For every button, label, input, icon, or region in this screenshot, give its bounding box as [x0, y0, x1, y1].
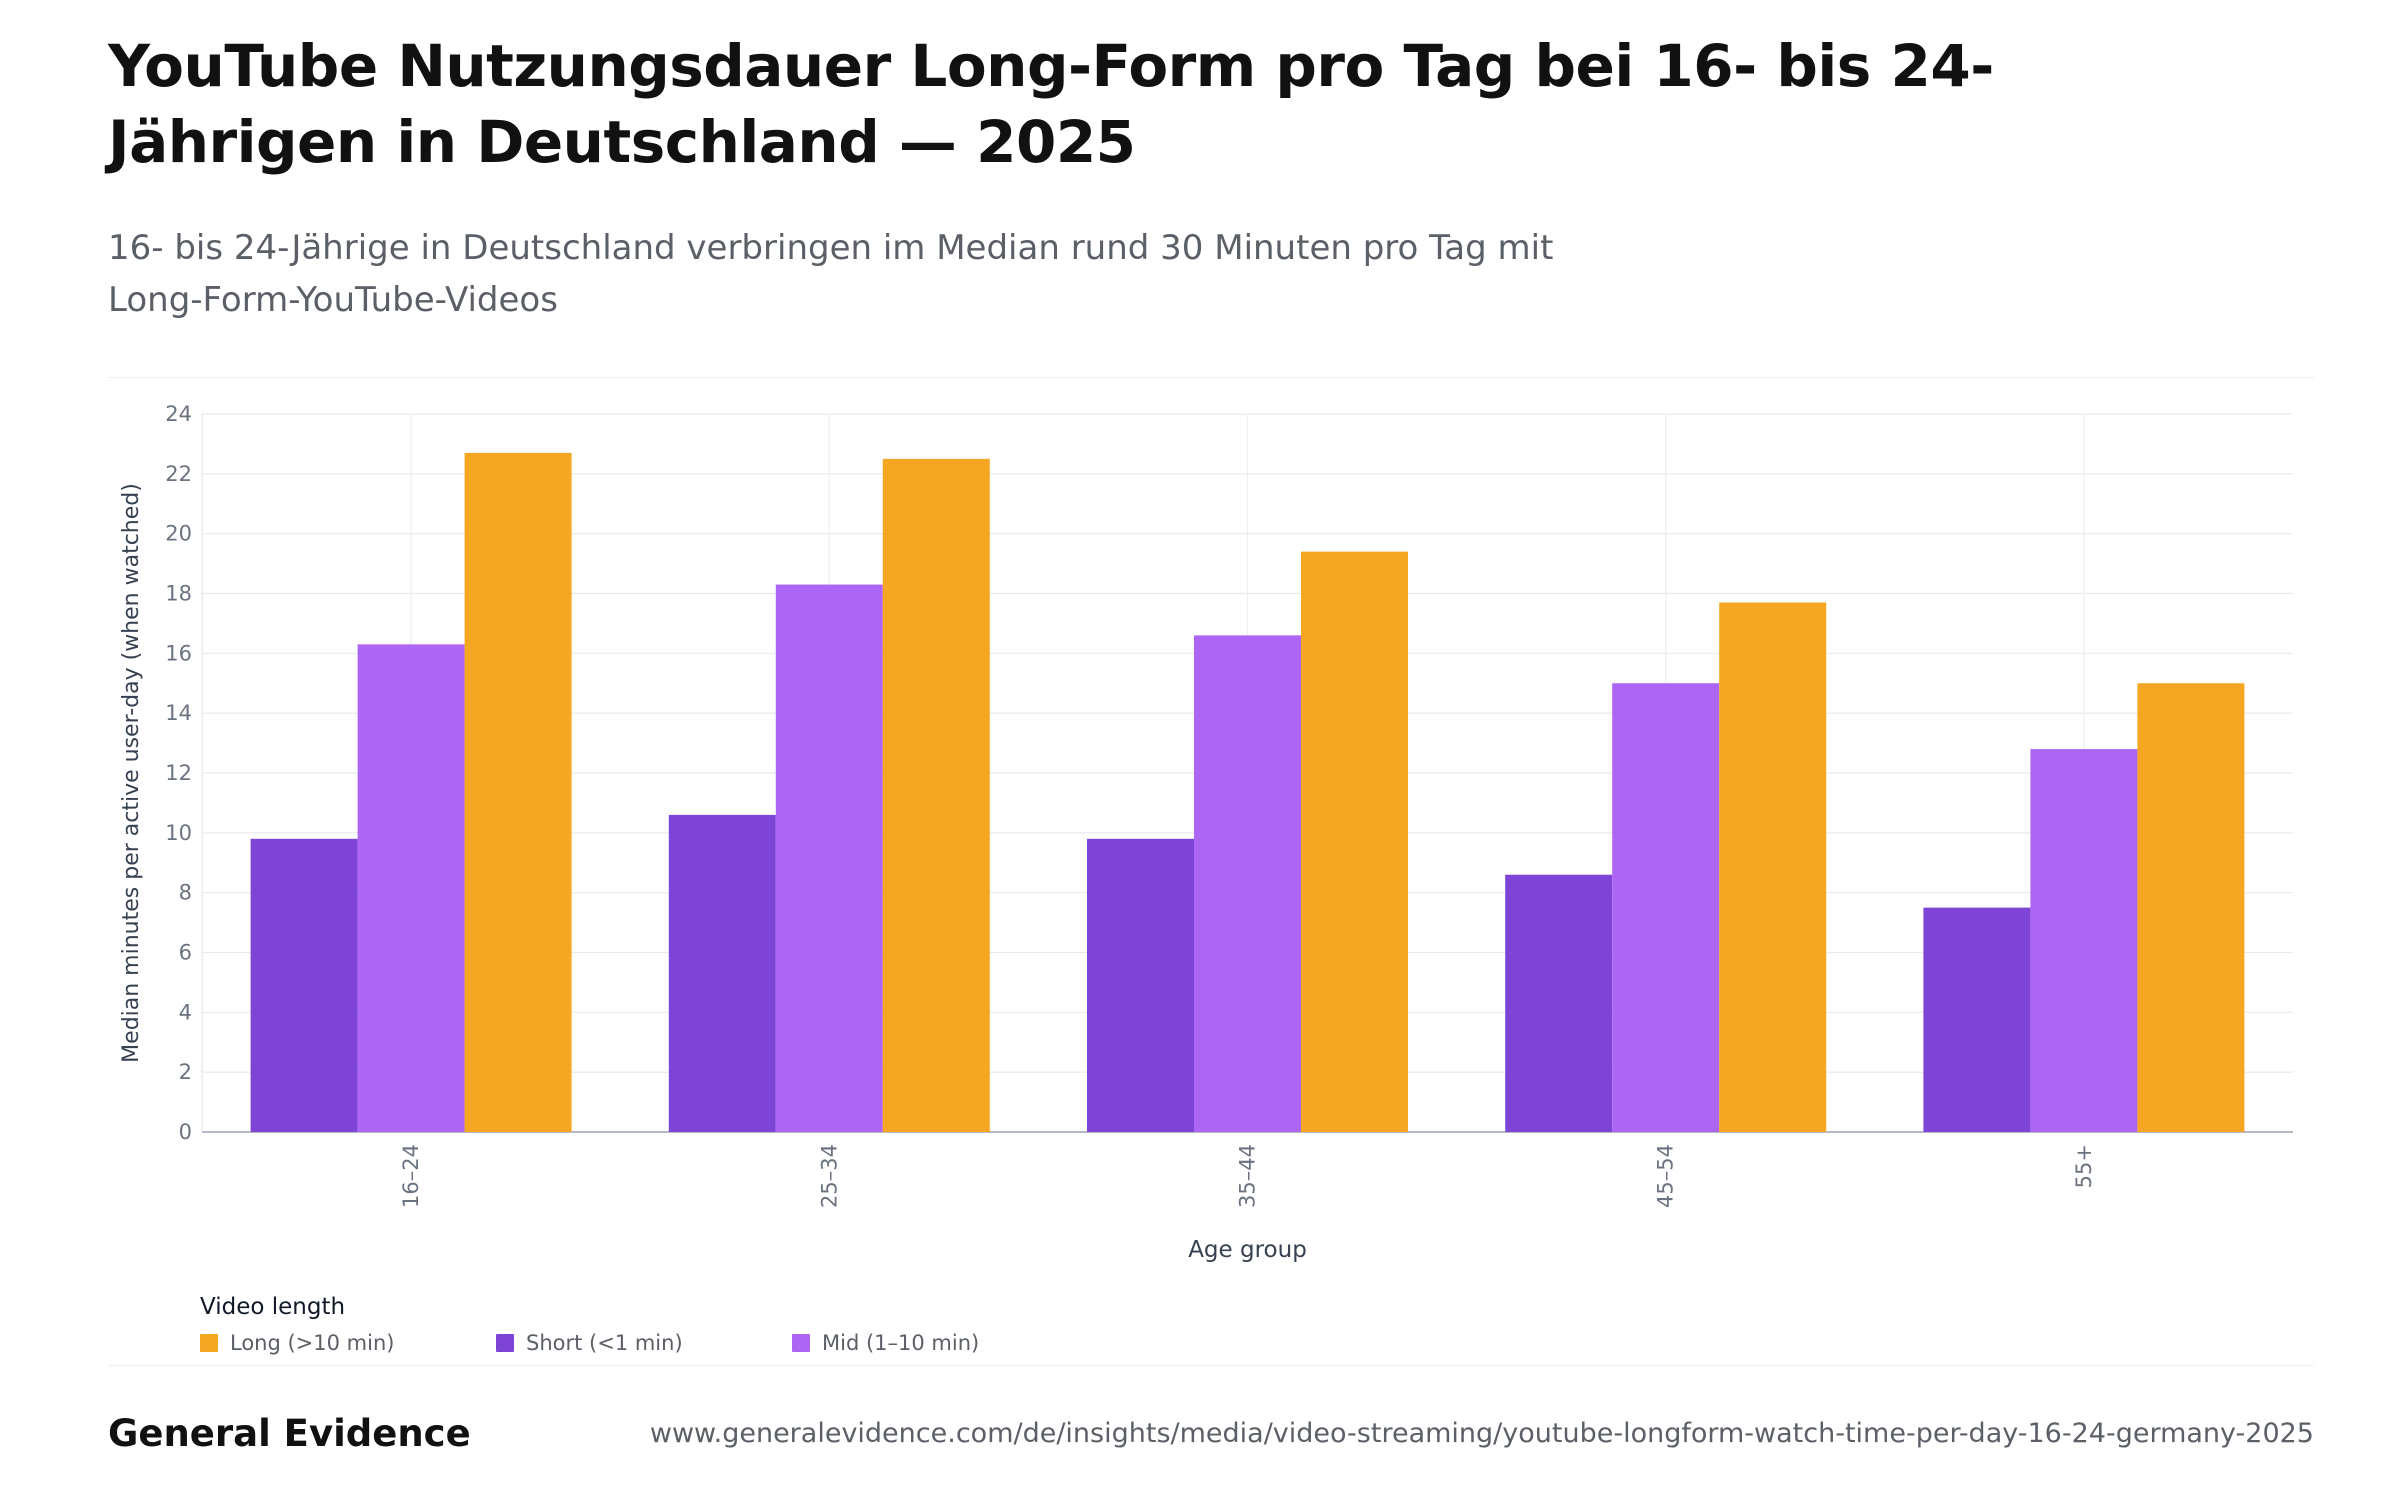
bar-mid-1 [775, 584, 883, 1132]
legend-label-long: Long (>10 min) [230, 1331, 395, 1355]
x-axis-title: Age group [1188, 1237, 1307, 1263]
source-url: www.generalevidence.com/de/insights/medi… [649, 1418, 2314, 1449]
bar-mid-3 [1612, 683, 1720, 1132]
legend-label-short: Short (<1 min) [526, 1331, 683, 1355]
bar-long-4 [2137, 683, 2245, 1132]
top-divider [108, 377, 2314, 378]
bar-mid-4 [2030, 749, 2138, 1132]
page: YouTube Nutzungsdauer Long-Form pro Tag … [108, 0, 2314, 1500]
bars [250, 452, 2245, 1132]
x-tick-label: 45–54 [1654, 1144, 1678, 1208]
bar-short-4 [1923, 907, 2031, 1132]
legend-title: Video length [200, 1294, 346, 1320]
page-subtitle: 16- bis 24-Jährige in Deutschland verbri… [108, 228, 1554, 320]
chart-container: 0 2 4 6 8 10 12 14 16 18 20 22 24 16–24 25–34 35–44 45–5… [108, 380, 2314, 1280]
y-tick-label: 4 [179, 1000, 192, 1024]
y-tick-label: 24 [165, 402, 192, 426]
x-tick-label: 55+ [2072, 1144, 2096, 1188]
bar-mid-2 [1194, 635, 1301, 1132]
x-tick-label: 25–34 [817, 1144, 841, 1208]
brand-name: General Evidence [108, 1412, 471, 1455]
legend-item-long: Long (>10 min) [200, 1328, 394, 1358]
legend-item-short: Short (<1 min) [496, 1328, 683, 1358]
y-tick-label: 2 [179, 1060, 192, 1084]
bar-short-1 [668, 814, 776, 1132]
bar-short-3 [1505, 874, 1613, 1132]
bar-long-0 [464, 452, 572, 1132]
y-tick-label: 10 [165, 821, 192, 845]
legend-label-mid: Mid (1–10 min) [822, 1331, 980, 1355]
y-tick-label: 14 [165, 701, 192, 725]
bar-mid-0 [357, 644, 465, 1132]
y-tick-label: 0 [179, 1120, 192, 1144]
x-tick-label: 16–24 [399, 1144, 423, 1208]
page-title: YouTube Nutzungsdauer Long-Form pro Tag … [108, 32, 1994, 176]
legend-item-mid: Mid (1–10 min) [792, 1328, 979, 1358]
y-tick-label: 8 [179, 881, 192, 905]
legend-swatch-long [200, 1334, 218, 1352]
bar-short-2 [1087, 838, 1194, 1132]
legend: Video length Short (<1 min) Mid (1–10 mi… [200, 1292, 1400, 1362]
bar-short-0 [250, 838, 358, 1132]
y-tick-label: 20 [165, 522, 192, 546]
bottom-divider [108, 1365, 2314, 1366]
legend-swatch-mid [792, 1334, 810, 1352]
bar-long-1 [882, 458, 990, 1132]
y-axis-title: Median minutes per active user-day (when… [119, 483, 144, 1063]
y-tick-label: 6 [179, 941, 192, 965]
bar-long-3 [1719, 602, 1827, 1132]
bar-long-2 [1301, 551, 1408, 1132]
x-tick-label: 35–44 [1236, 1144, 1260, 1208]
y-tick-label: 12 [165, 761, 192, 785]
y-tick-label: 22 [165, 462, 192, 486]
legend-swatch-short [496, 1334, 514, 1352]
y-tick-label: 16 [165, 641, 192, 665]
y-tick-label: 18 [165, 582, 192, 606]
